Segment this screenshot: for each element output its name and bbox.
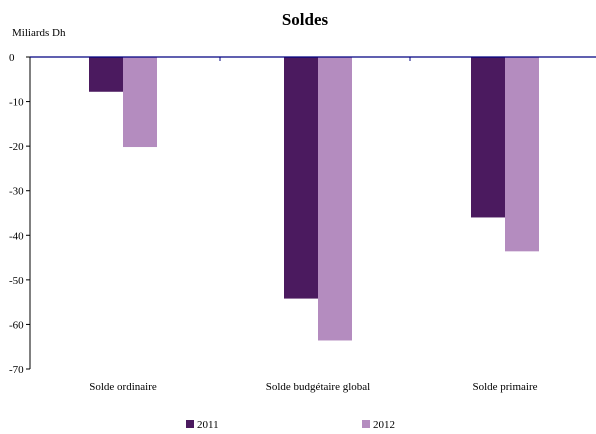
y-tick-label: -40	[9, 230, 24, 242]
legend-label-2011: 2011	[197, 419, 219, 431]
bar-2012-2	[318, 57, 352, 341]
category-label: Solde budgétaire global	[266, 381, 370, 393]
legend-swatch-2012	[362, 420, 370, 428]
bar-2011-2	[284, 57, 318, 299]
bar-2012-1	[123, 57, 157, 148]
legend-swatch-2011	[186, 420, 194, 428]
category-label: Solde ordinaire	[89, 381, 157, 393]
bar-2012-3	[505, 57, 539, 252]
bar-2011-1	[89, 57, 123, 92]
bar-2011-3	[471, 57, 505, 218]
y-tick-label: 0	[9, 52, 15, 64]
y-tick-label: -50	[9, 275, 24, 287]
y-tick-label: -20	[9, 141, 24, 153]
plot-area: 0 -10 -20 -30 -40 -50 -60 -70 Solde ordinaire Sol…	[9, 52, 596, 393]
y-axis-label: Miliards Dh	[12, 27, 66, 39]
y-tick-label: -30	[9, 186, 24, 198]
y-tick-label: -60	[9, 319, 24, 331]
y-tick-label: -10	[9, 97, 24, 109]
category-label: Solde primaire	[472, 381, 537, 393]
y-tick-label: -70	[9, 364, 24, 376]
legend: 2011 2012	[186, 419, 395, 431]
legend-label-2012: 2012	[373, 419, 395, 431]
chart-title: Soldes	[282, 10, 329, 29]
